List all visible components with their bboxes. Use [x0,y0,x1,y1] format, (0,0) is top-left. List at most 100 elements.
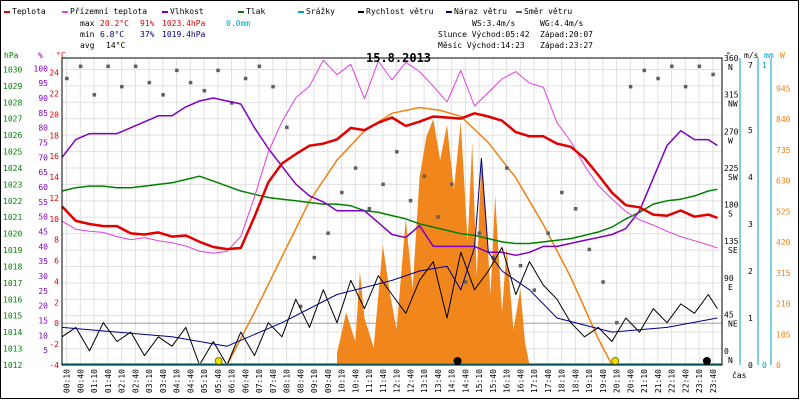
wind-direction-point [463,280,468,284]
stats-max-temp: 20.2°C [100,19,129,28]
wind-direction-point [78,64,83,69]
wind-direction-point [711,72,715,77]
direction-tick-label: 315 [724,91,739,100]
x-tick-label: 16:40 [516,369,525,393]
temperature-tick-label: 4 [54,277,59,286]
temperature-tick-label: 24 [49,69,59,78]
humidity-tick-label: 55 [38,198,48,207]
x-tick-label: 11:10 [365,369,374,393]
x-tick-label: 19:10 [585,369,594,393]
temperature-tick-label: 22 [49,90,59,99]
x-tick-label: 15:40 [489,369,498,393]
stats-max-hum: 91% [140,19,155,28]
wind-direction-point [298,304,303,309]
temperature-tick-label: 14 [49,173,59,182]
wind-direction-point [546,231,550,235]
wind-tick-label: 1 [748,314,753,323]
pressure-tick-label: 1025 [3,148,22,157]
solar-tick-label: 210 [776,300,791,309]
x-tick-label: 02:10 [118,369,127,393]
solar-layer [226,106,613,366]
humidity-line [61,97,718,257]
legend-label-rychlost: Rychlost větru [366,7,434,16]
unit-mm: mm [764,51,774,60]
temperature-tick-label: 18 [49,131,59,140]
pressure-tick-label: 1013 [3,345,22,354]
pressure-tick-label: 1017 [3,279,22,288]
pressure-tick-label: 1015 [3,312,22,321]
direction-tick-compass: W [728,136,733,145]
wind-direction-point [532,288,537,292]
unit-pct: % [38,51,43,60]
x-tick-label: 03:10 [145,369,154,393]
direction-tick-label: 180 [724,201,739,210]
legend-label-vlhkost: Vlhkost [170,7,204,16]
plot-area-border [61,57,723,366]
wind-tick-label: 3 [748,220,753,229]
wind-direction-point [65,76,69,81]
x-tick-label: 23:10 [695,369,704,393]
x-tick-label: 07:40 [269,369,278,393]
humidity-tick-label: 10 [38,331,48,340]
x-tick-label: 05:10 [200,369,209,393]
pressure-tick-label: 1014 [3,328,22,337]
wind-speed-info: WS:3.4m/s [472,19,516,28]
direction-tick-label: 0 [724,347,729,356]
labels-layer: 1012101310141015101610171018101910201021… [3,54,791,393]
x-tick-label: 00:40 [76,369,85,393]
wind-direction-point [340,190,344,195]
wind-top-label: 7 [748,61,753,70]
wind-direction-point [92,93,97,97]
x-tick-label: 03:40 [159,369,168,393]
x-tick-label: 01:40 [104,369,113,393]
x-tick-label: 02:40 [131,369,140,393]
temperature-tick-label: 16 [49,152,59,161]
x-tick-label: 06:40 [241,369,250,393]
wind-direction-point [285,125,289,130]
wind-direction-point [628,84,633,89]
wind-gust-info: WG:4.4m/s [540,19,584,28]
wind-direction-point [697,64,702,69]
wind-direction-point [381,182,385,187]
stats-min-temp: 6.8°C [100,30,124,39]
wind-direction-point [422,174,427,178]
wind-tick-label: 0 [748,361,753,370]
solar-tick-label: 315 [776,269,791,278]
pressure-tick-label: 1020 [3,230,22,239]
direction-tick-compass: N [728,63,733,72]
solar-tick-label: 630 [776,177,791,186]
wind-direction-point [120,84,124,89]
direction-tick-label: 270 [724,127,739,136]
temperature-tick-label: -4 [49,361,59,370]
temperature-tick-label: -2 [49,340,59,349]
temperature-tick-label: 6 [54,257,59,266]
solar-tick-label: 735 [776,146,791,155]
pressure-tick-label: 1019 [3,246,22,255]
pressure-tick-label: 1018 [3,262,22,271]
x-tick-label: 14:10 [448,369,457,393]
wind-direction-point [587,247,592,252]
humidity-tick-label: 65 [38,168,48,177]
wind-direction-point [601,280,605,284]
humidity-tick-label: 80 [38,124,48,133]
wind-direction-point [243,76,248,81]
axis-units: hPa % °C ° m/s mm W čas [4,51,785,380]
wind-direction-point [615,320,619,325]
wind-direction-point [257,64,262,69]
stats-min-press: 1019.4hPa [162,30,206,39]
wind-direction-point [133,64,138,69]
wind-gust-line [61,157,718,347]
temperature-tick-label: 12 [49,194,59,203]
x-tick-label: 22:40 [681,369,690,393]
x-tick-label: 21:40 [654,369,663,393]
wind-direction-point [216,68,220,73]
unit-degc: °C [56,51,66,60]
x-tick-label: 18:10 [558,369,567,393]
wind-direction-point [683,84,688,89]
direction-tick-label: 90 [724,274,734,283]
wind-direction-point [161,93,165,97]
temperature-tick-label: 8 [54,236,59,245]
x-tick-label: 20:40 [626,369,635,393]
